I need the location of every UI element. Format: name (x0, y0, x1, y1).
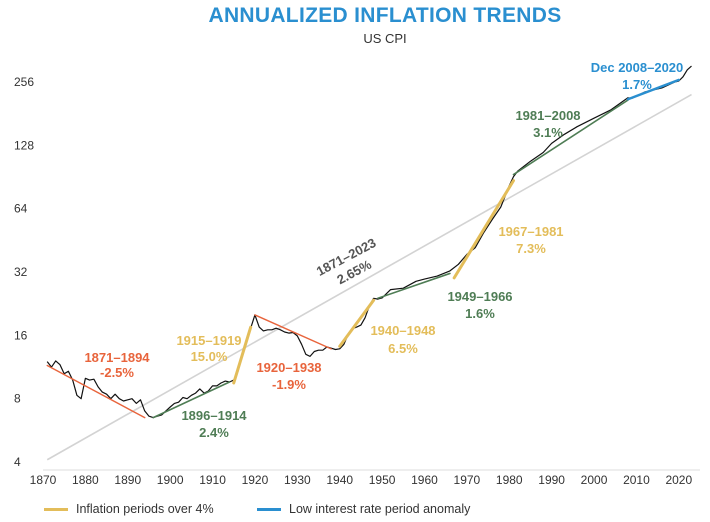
legend: Inflation periods over 4% Low interest r… (0, 502, 710, 520)
trend-line-1871-2023 (46, 93, 692, 461)
segment-label: 1915–1919 (176, 333, 241, 348)
legend-label-inflation: Inflation periods over 4% (76, 502, 214, 516)
segment-line-1940-1948 (338, 298, 376, 348)
segment-rate: -1.9% (272, 377, 306, 392)
x-tick-label: 1920 (242, 473, 269, 487)
segment-line-1915-1919 (232, 325, 253, 385)
x-tick-label: 1970 (454, 473, 481, 487)
segment-rate: 15.0% (191, 349, 228, 364)
chart-subtitle: US CPI (363, 31, 407, 46)
segment-label: 1981–2008 (515, 108, 580, 123)
segment-label: 1896–1914 (181, 408, 247, 423)
x-tick-label: 1900 (157, 473, 184, 487)
y-tick-label: 64 (14, 202, 28, 216)
segment-rate: 1.6% (465, 306, 495, 321)
segment-line-1896-1914 (152, 381, 231, 419)
segment-line-1920-1938 (254, 314, 332, 350)
x-tick-label: 1880 (72, 473, 99, 487)
segment-label: 1940–1948 (370, 323, 435, 338)
x-tick-label: 1980 (496, 473, 523, 487)
legend-swatch-inflation (44, 507, 68, 511)
x-tick-label: 1960 (411, 473, 438, 487)
y-tick-label: 128 (14, 138, 34, 152)
y-tick-label: 256 (14, 75, 34, 89)
segment-label: Dec 2008–2020 (591, 60, 684, 75)
x-tick-label: 2020 (665, 473, 692, 487)
x-tick-label: 1940 (326, 473, 353, 487)
segment-label: 1949–1966 (447, 289, 512, 304)
trend-lines (46, 93, 692, 461)
y-tick-label: 16 (14, 328, 28, 342)
legend-item-inflation: Inflation periods over 4% (44, 502, 214, 516)
x-tick-label: 1910 (199, 473, 226, 487)
segment-line-1949-1966 (377, 272, 451, 300)
x-tick-label: 1950 (369, 473, 396, 487)
segment-rate: 6.5% (388, 341, 418, 356)
segment-line-1871-1894 (46, 364, 146, 419)
y-tick-label: 8 (14, 392, 21, 406)
chart-title: ANNUALIZED INFLATION TRENDS (208, 4, 562, 27)
x-tick-label: 2000 (581, 473, 608, 487)
segment-lines (46, 78, 681, 419)
segment-label: 1871–1894 (84, 350, 150, 365)
segment-line-1967-1981 (452, 179, 515, 280)
x-tick-label: 1870 (30, 473, 57, 487)
x-tick-label: 1990 (538, 473, 565, 487)
y-tick-label: 32 (14, 265, 28, 279)
y-axis: 4 8 16 32 64 128 256 (14, 75, 34, 469)
segment-label: 1920–1938 (256, 360, 321, 375)
segment-rate: 3.1% (533, 125, 563, 140)
segment-rate: 7.3% (516, 241, 546, 256)
segment-rate: 2.4% (199, 425, 229, 440)
segment-line-2008-2020 (626, 78, 681, 101)
segment-label: 1967–1981 (498, 224, 563, 239)
x-tick-label: 1890 (114, 473, 141, 487)
y-tick-label: 4 (14, 455, 21, 469)
x-axis: 1870 1880 1890 1900 1910 1920 1930 1940 1950 1960… (30, 469, 700, 487)
legend-label-low-rate: Low interest rate period anomaly (289, 502, 471, 516)
legend-swatch-low-rate (257, 507, 281, 511)
x-tick-label: 1930 (284, 473, 311, 487)
segment-rate: -2.5% (100, 365, 134, 380)
segment-line-1981-2008 (512, 99, 629, 176)
legend-item-low-rate: Low interest rate period anomaly (257, 502, 470, 516)
segment-rate: 1.7% (622, 77, 652, 92)
segment-labels: 1871–1894-2.5% 1896–1914 2.4% 1915–191915.0… (84, 60, 683, 440)
x-tick-label: 2010 (623, 473, 650, 487)
